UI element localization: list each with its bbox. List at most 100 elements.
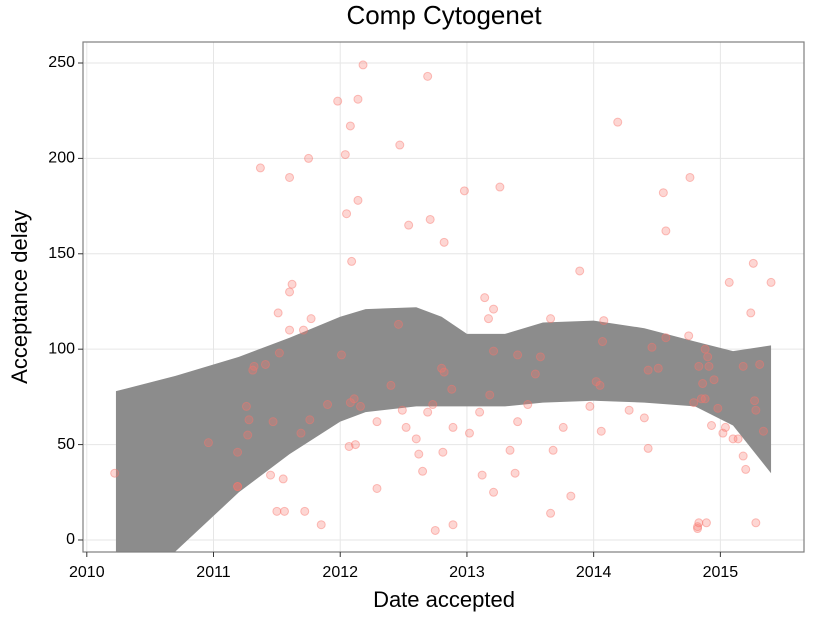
y-axis-title: Acceptance delay bbox=[7, 210, 32, 384]
point bbox=[255, 163, 265, 173]
point bbox=[356, 401, 366, 411]
point bbox=[425, 214, 435, 224]
point bbox=[575, 266, 585, 276]
point bbox=[260, 359, 270, 369]
point bbox=[372, 417, 382, 427]
point bbox=[758, 426, 768, 436]
point bbox=[684, 331, 694, 341]
point bbox=[304, 153, 314, 163]
panel-border bbox=[82, 41, 805, 553]
point bbox=[437, 363, 447, 373]
point bbox=[287, 279, 297, 289]
point bbox=[700, 394, 710, 404]
point bbox=[598, 337, 608, 347]
confidence-ribbon bbox=[115, 307, 772, 552]
point bbox=[248, 365, 258, 375]
point bbox=[404, 220, 414, 230]
point bbox=[713, 403, 723, 413]
point bbox=[738, 361, 748, 371]
point bbox=[439, 367, 449, 377]
point bbox=[298, 325, 308, 335]
point bbox=[241, 401, 251, 411]
point bbox=[706, 421, 716, 431]
point bbox=[510, 468, 520, 478]
point bbox=[535, 352, 545, 362]
point bbox=[530, 369, 540, 379]
point bbox=[546, 508, 556, 518]
point bbox=[696, 394, 706, 404]
point bbox=[751, 405, 761, 415]
point bbox=[477, 470, 487, 480]
point bbox=[316, 520, 326, 530]
point bbox=[414, 449, 424, 459]
point bbox=[483, 314, 493, 324]
point bbox=[599, 316, 609, 326]
point bbox=[386, 380, 396, 390]
point bbox=[336, 350, 346, 360]
point bbox=[558, 422, 568, 432]
point bbox=[489, 304, 499, 314]
point bbox=[513, 350, 523, 360]
point bbox=[448, 422, 458, 432]
point bbox=[273, 308, 283, 318]
point bbox=[694, 361, 704, 371]
point bbox=[323, 400, 333, 410]
point bbox=[459, 186, 469, 196]
point bbox=[709, 375, 719, 385]
point bbox=[596, 426, 606, 436]
point bbox=[394, 319, 404, 329]
x-tick-label: 2011 bbox=[196, 564, 231, 581]
point bbox=[274, 348, 284, 358]
y-tick-label: 150 bbox=[48, 245, 75, 262]
point bbox=[489, 346, 499, 356]
point bbox=[748, 258, 758, 268]
point bbox=[653, 363, 663, 373]
chart-title: Comp Cytogenet bbox=[346, 0, 542, 30]
point bbox=[464, 428, 474, 438]
point bbox=[423, 71, 433, 81]
point bbox=[279, 506, 289, 516]
point bbox=[233, 482, 243, 492]
point bbox=[689, 398, 699, 408]
point bbox=[613, 117, 623, 127]
point bbox=[585, 401, 595, 411]
point bbox=[700, 344, 710, 354]
point bbox=[350, 440, 360, 450]
point bbox=[268, 417, 278, 427]
point bbox=[505, 445, 515, 455]
point bbox=[624, 405, 634, 415]
point bbox=[447, 384, 457, 394]
point bbox=[401, 422, 411, 432]
point bbox=[344, 441, 354, 451]
point bbox=[718, 428, 728, 438]
point bbox=[693, 522, 703, 532]
point bbox=[738, 451, 748, 461]
axes: 2010 2011 2012 2013 2014 2015 0 50 100 150 200 250 bbox=[48, 54, 738, 581]
point bbox=[397, 405, 407, 415]
x-tick-label: 2015 bbox=[703, 564, 739, 581]
point bbox=[685, 172, 695, 182]
y-tick-label: 50 bbox=[57, 436, 75, 453]
point bbox=[285, 172, 295, 182]
x-tick-label: 2014 bbox=[576, 564, 612, 581]
point bbox=[523, 400, 533, 410]
point bbox=[306, 314, 316, 324]
point bbox=[448, 520, 458, 530]
point bbox=[485, 390, 495, 400]
point bbox=[475, 407, 485, 417]
point bbox=[439, 237, 449, 247]
point bbox=[345, 398, 355, 408]
point bbox=[285, 287, 295, 297]
point bbox=[110, 468, 120, 478]
point bbox=[285, 325, 295, 335]
point bbox=[643, 365, 653, 375]
point bbox=[658, 188, 668, 198]
point bbox=[733, 434, 743, 444]
point bbox=[372, 483, 382, 493]
point bbox=[595, 380, 605, 390]
point bbox=[495, 182, 505, 192]
y-tick-label: 0 bbox=[66, 531, 75, 548]
point bbox=[639, 413, 649, 423]
